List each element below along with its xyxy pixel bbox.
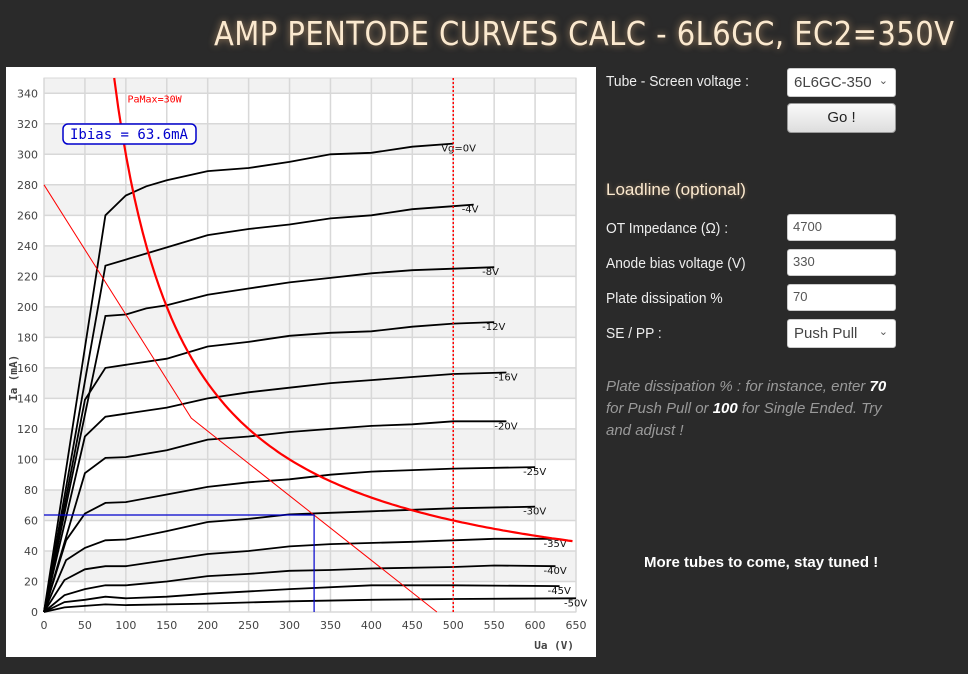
tube-select-value: 6L6GC-350 (794, 74, 872, 91)
curve-Vg=0V (43, 142, 454, 613)
grid-band (44, 489, 576, 521)
x-tick-label: 100 (115, 619, 136, 632)
curve-label: -45V (548, 586, 571, 597)
y-tick-label: 100 (17, 453, 38, 466)
se-pp-select-value: Push Pull (794, 325, 858, 342)
chart-svg: 0 50 100 150 200 250 300 350 400 450 500 550 600 650 0… (7, 77, 587, 652)
x-tick-label: 50 (78, 619, 92, 632)
y-tick-label: 20 (24, 575, 38, 588)
se-pp-select[interactable]: Push Pull ⌄ (787, 319, 896, 348)
y-tick-label: 60 (24, 514, 38, 527)
x-tick-label: 550 (484, 619, 505, 632)
y-tick-label: 300 (17, 148, 38, 161)
x-tick-label: 500 (443, 619, 464, 632)
curve--12V (43, 321, 495, 613)
y-tick-label: 280 (17, 179, 38, 192)
dissipation-label: Plate dissipation % (606, 290, 723, 307)
curve--35V (43, 537, 556, 613)
x-tick-label: 600 (525, 619, 546, 632)
tube-select[interactable]: 6L6GC-350 ⌄ (787, 68, 896, 97)
grid-band (44, 245, 576, 277)
hint-text: Plate dissipation % : for instance, ente… (606, 378, 870, 395)
y-tick-label: 320 (17, 118, 38, 131)
ibias-box (62, 123, 197, 145)
grid-band (44, 428, 576, 460)
curve-label: -30V (523, 507, 546, 518)
y-axis-label: Ia (mA) (7, 355, 20, 401)
curve--25V (43, 466, 536, 613)
pentode-curves-chart: 0 50 100 150 200 250 300 350 400 450 500 550 600 650 0… (6, 67, 596, 657)
grid-band (44, 78, 576, 94)
curve-label: -50V (564, 598, 587, 609)
x-axis-label: Ua (V) (534, 639, 574, 652)
x-tick-label: 250 (238, 619, 259, 632)
impedance-input[interactable]: 4700 (787, 214, 896, 241)
tube-label: Tube - Screen voltage : (606, 73, 749, 90)
hint-text: for Push Pull or (606, 400, 713, 417)
grid-band (44, 184, 576, 216)
impedance-label: OT Impedance (Ω) : (606, 220, 729, 237)
x-tick-label: 650 (566, 619, 587, 632)
curve--45V (43, 584, 560, 613)
y-tick-label: 140 (17, 392, 38, 405)
x-tick-label: 200 (197, 619, 218, 632)
x-tick-label: 450 (402, 619, 423, 632)
hint-value-se: 100 (712, 400, 738, 417)
y-tick-label: 180 (17, 331, 38, 344)
y-tick-label: 160 (17, 362, 38, 375)
bias-point-lines (44, 514, 315, 612)
curve--4V (43, 203, 474, 613)
y-tick-label: 340 (17, 87, 38, 100)
pamax-curve (113, 77, 573, 543)
curve-label: -12V (482, 322, 505, 333)
dissipation-hint: Plate dissipation % : for instance, ente… (606, 376, 906, 442)
curve-label: -4V (462, 205, 479, 216)
y-tick-label: 0 (31, 606, 38, 619)
se-pp-label: SE / PP : (606, 325, 662, 342)
curve--16V (43, 371, 507, 613)
curve--20V (43, 420, 507, 613)
y-tick-label: 40 (24, 545, 38, 558)
dissipation-input[interactable]: 70 (787, 284, 896, 311)
plot-border (43, 77, 577, 613)
curve-label: -25V (523, 467, 546, 478)
curve--50V (43, 597, 577, 613)
loadline-heading: Loadline (optional) (606, 180, 746, 199)
y-tick-label: 260 (17, 209, 38, 222)
y-tick-label: 220 (17, 270, 38, 283)
hint-text: for Single Ended. Try and adjust ! (606, 400, 882, 439)
curve-label: -16V (494, 372, 517, 383)
y-tick-label: 240 (17, 240, 38, 253)
bias-voltage-input[interactable]: 330 (787, 249, 896, 276)
curve--30V (43, 505, 536, 613)
y-tick-label: 120 (17, 423, 38, 436)
y-tick-label: 80 (24, 484, 38, 497)
curve-label: Vg=0V (441, 144, 476, 155)
x-tick-label: 400 (361, 619, 382, 632)
chevron-down-icon: ⌄ (878, 326, 888, 338)
x-tick-label: 0 (41, 619, 48, 632)
curve-label: -20V (494, 421, 517, 432)
x-tick-label: 300 (279, 619, 300, 632)
y-tick-label: 200 (17, 301, 38, 314)
pamax-label: PaMax=30W (127, 94, 182, 105)
more-tubes-notice: More tubes to come, stay tuned ! (644, 554, 879, 571)
bias-voltage-label: Anode bias voltage (V) (606, 255, 746, 272)
x-tick-label: 150 (156, 619, 177, 632)
hint-value-pp: 70 (869, 378, 887, 395)
page-title: AMP PENTODE CURVES CALC - 6L6GC, EC2=350… (213, 14, 954, 53)
ibias-label: Ibias = 63.6mA (70, 127, 189, 143)
curve-label: -35V (544, 539, 567, 550)
curve-label: -40V (544, 566, 567, 577)
chevron-down-icon: ⌄ (878, 75, 888, 87)
go-button[interactable]: Go ! (787, 103, 896, 133)
loadline (43, 184, 438, 613)
x-tick-label: 350 (320, 619, 341, 632)
curve-label: -8V (482, 267, 499, 278)
curve--40V (43, 564, 556, 613)
